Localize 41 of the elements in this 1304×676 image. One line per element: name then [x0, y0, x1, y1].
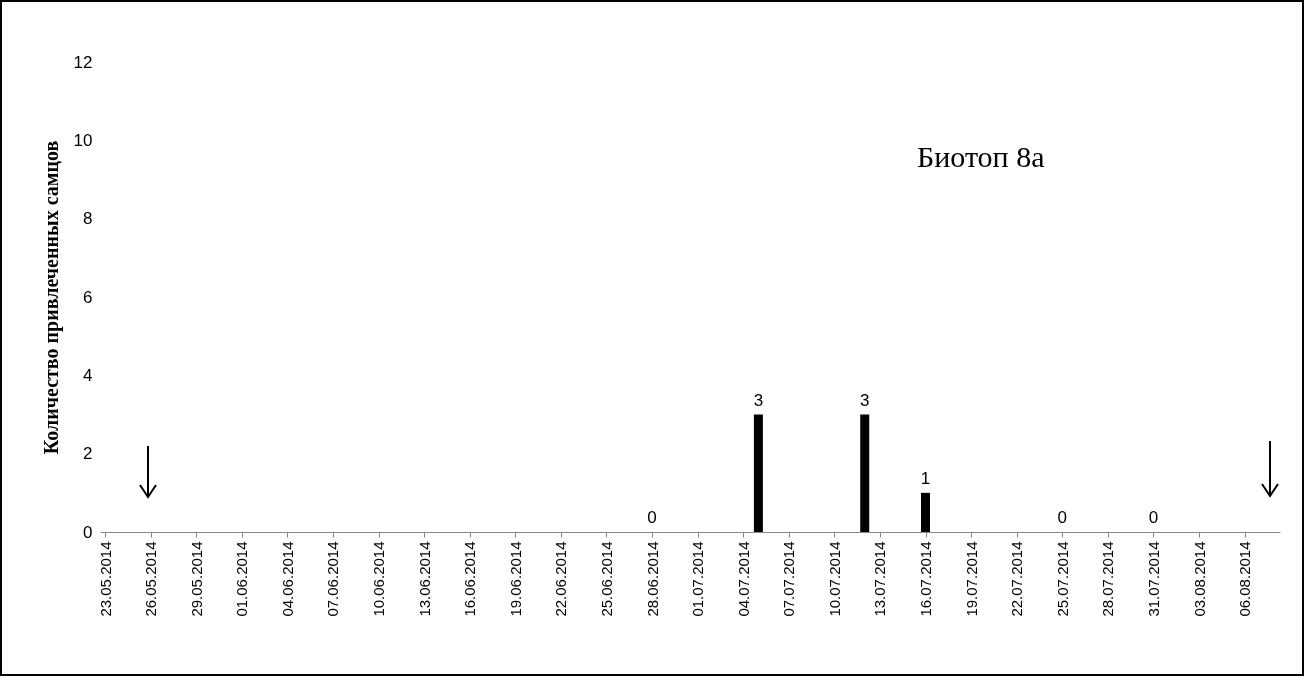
- data-label: 3: [753, 390, 764, 410]
- x-tick-label: 19.06.2014: [506, 541, 524, 617]
- x-tick-label: 19.07.2014: [962, 541, 980, 617]
- x-tick-label: 28.06.2014: [643, 541, 661, 617]
- y-tick-label: 8: [83, 209, 93, 229]
- data-label: 0: [1148, 508, 1159, 527]
- x-tick-label: 07.07.2014: [780, 541, 798, 617]
- x-tick-label: 13.07.2014: [871, 541, 889, 617]
- x-tick-label: 23.05.2014: [96, 541, 114, 617]
- y-axis-title: Количество привлеченных самцов: [39, 140, 63, 455]
- y-tick-label: 6: [83, 287, 93, 307]
- x-tick-label: 04.06.2014: [278, 541, 296, 617]
- y-tick-label: 0: [83, 522, 93, 542]
- x-tick-label: 03.08.2014: [1190, 541, 1208, 617]
- y-tick-label: 4: [83, 365, 93, 385]
- data-label: 0: [1057, 508, 1068, 527]
- annotation: Биотоп 8а: [917, 140, 1045, 174]
- x-tick-label: 26.05.2014: [142, 541, 160, 617]
- y-tick-label: 10: [73, 130, 93, 150]
- x-tick-label: 16.06.2014: [461, 541, 479, 617]
- data-label: 1: [920, 468, 931, 488]
- x-tick-label: 22.06.2014: [552, 541, 570, 617]
- x-tick-label: 04.07.2014: [734, 541, 752, 617]
- x-tick-label: 10.07.2014: [825, 541, 843, 617]
- x-tick-label: 25.07.2014: [1053, 541, 1071, 617]
- x-tick-label: 07.06.2014: [324, 541, 342, 617]
- x-tick-label: 01.06.2014: [233, 541, 251, 617]
- x-tick-label: 22.07.2014: [1008, 541, 1026, 617]
- x-tick-label: 10.06.2014: [370, 541, 388, 617]
- data-label: 3: [860, 390, 870, 410]
- x-tick-label: 29.05.2014: [187, 541, 205, 617]
- x-tick-label: 25.06.2014: [597, 541, 615, 617]
- x-tick-label: 01.07.2014: [689, 541, 707, 617]
- x-tick-label: 28.07.2014: [1099, 541, 1117, 617]
- x-tick-label: 16.07.2014: [917, 541, 935, 617]
- data-label: 0: [647, 508, 657, 527]
- y-tick-label: 12: [73, 52, 93, 72]
- x-tick-label: 31.07.2014: [1144, 541, 1162, 617]
- x-tick-label: 06.08.2014: [1236, 541, 1254, 617]
- x-tick-label: 13.06.2014: [415, 541, 433, 617]
- y-tick-label: 2: [83, 444, 93, 464]
